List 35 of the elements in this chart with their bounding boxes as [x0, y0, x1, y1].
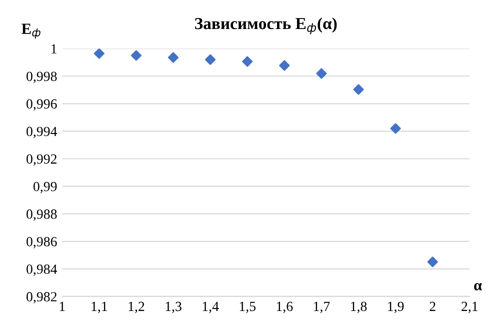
point [205, 54, 216, 65]
chart-title: Зависимость E$_{ф}$(α) [195, 17, 337, 34]
y-tick-label: 0,988 [26, 209, 57, 221]
x-tick-label: 1,7 [314, 302, 330, 314]
y-tick-label: 0,994 [26, 126, 58, 138]
point [427, 256, 438, 268]
x-tick-label: 1,3 [166, 302, 182, 314]
y-tick-label: 0,984 [26, 264, 58, 276]
x-tick-label: 2,1 [462, 302, 478, 314]
y-tick-label: 0,99 [33, 182, 57, 194]
point [390, 123, 401, 134]
x-tick-label: 1,2 [128, 302, 144, 314]
point [130, 50, 142, 61]
point [94, 48, 104, 59]
x-tick-label: 1,1 [92, 302, 108, 314]
x-tick-label: 1,5 [240, 302, 256, 314]
x-tick-label: 1,6 [276, 302, 293, 314]
point [242, 56, 253, 67]
y-tick-label: 0,998 [26, 72, 57, 84]
x-tick-label: 1,9 [388, 302, 404, 314]
y-tick-label: 0,986 [26, 236, 57, 248]
x-tick-label: 1,8 [351, 302, 367, 314]
point [168, 52, 179, 63]
y-tick-label: 1 [52, 44, 56, 54]
x-axis-title: α [474, 283, 482, 290]
point [316, 68, 327, 79]
x-tick-label: 1,4 [202, 302, 219, 314]
y-axis-title: E$_{ф}$ [22, 24, 40, 39]
y-tick-label: 0,982 [26, 292, 56, 304]
x-tick-label: 2 [430, 302, 436, 311]
x-tick-label: 1 [60, 302, 65, 311]
y-tick-label: 0,996 [26, 99, 57, 111]
y-tick-label: 0,992 [26, 154, 56, 166]
point [279, 60, 290, 71]
point [353, 84, 364, 95]
